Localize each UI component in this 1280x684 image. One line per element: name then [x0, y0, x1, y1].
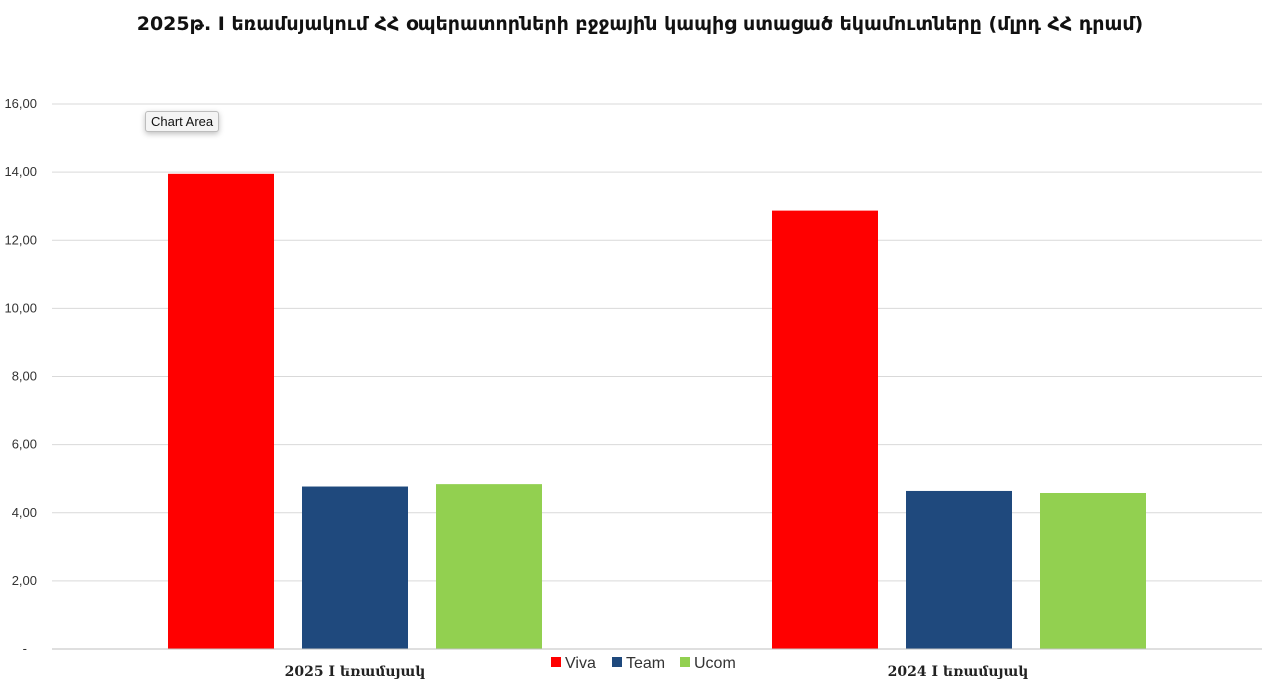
legend-swatch-team	[612, 657, 622, 667]
y-tick-label: 12,00	[4, 232, 37, 247]
bar-viva[interactable]	[772, 210, 878, 649]
y-tick-label: -	[23, 641, 27, 656]
chart-title: 2025թ. I եռամսյակում ՀՀ օպերատորների բջջ…	[136, 13, 1144, 35]
y-tick-label: 4,00	[12, 505, 37, 520]
legend: Viva Team Ucom	[551, 655, 736, 672]
bars	[168, 173, 1146, 649]
y-tick-label: 2,00	[12, 573, 37, 588]
category-labels: 2025 I եռամսյակ 2024 I եռամսյակ	[285, 664, 1029, 680]
y-tick-label: 8,00	[12, 369, 37, 384]
legend-label-team: Team	[626, 655, 665, 672]
bar-ucom[interactable]	[1040, 492, 1146, 649]
y-tick-label: 16,00	[4, 96, 37, 111]
x-category-label: 2025 I եռամսյակ	[285, 664, 426, 680]
legend-swatch-viva	[551, 657, 561, 667]
bar-team[interactable]	[302, 486, 408, 649]
legend-label-viva: Viva	[565, 655, 596, 672]
bar-ucom[interactable]	[436, 484, 542, 649]
y-tick-label: 6,00	[12, 437, 37, 452]
legend-label-ucom: Ucom	[694, 655, 736, 672]
legend-swatch-ucom	[680, 657, 690, 667]
bar-team[interactable]	[906, 490, 1012, 649]
chart-area-tooltip: Chart Area	[145, 111, 220, 132]
y-tick-label: 10,00	[4, 300, 37, 315]
gridlines	[52, 103, 1262, 582]
y-axis-ticks: - 2,00 4,00 6,00 8,00 10,00 12,00 14,00 16,00	[4, 96, 37, 656]
y-tick-label: 14,00	[4, 164, 37, 179]
bar-viva[interactable]	[168, 173, 274, 649]
x-category-label: 2024 I եռամսյակ	[888, 664, 1029, 680]
